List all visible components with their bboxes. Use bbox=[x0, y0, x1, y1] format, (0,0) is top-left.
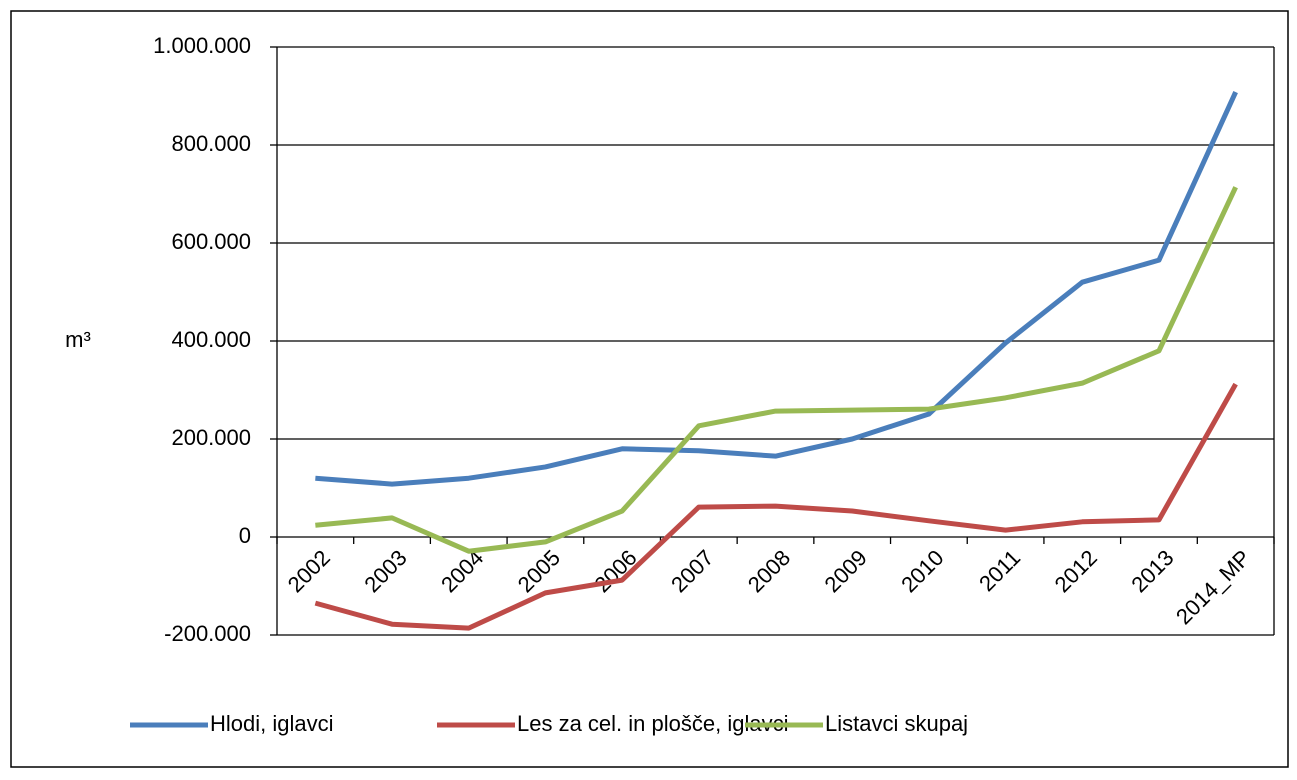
legend-label: Les za cel. in plošče, iglavci bbox=[517, 711, 788, 736]
y-tick-label: 400.000 bbox=[171, 327, 251, 352]
line-series bbox=[315, 91, 1238, 487]
line-series bbox=[314, 382, 1238, 631]
line-series bbox=[315, 186, 1238, 554]
y-tick-label: 800.000 bbox=[171, 131, 251, 156]
legend-label: Hlodi, iglavci bbox=[210, 711, 334, 736]
y-tick-label: -200.000 bbox=[164, 621, 251, 646]
y-tick-label: 1.000.000 bbox=[153, 33, 251, 58]
y-tick-label: 200.000 bbox=[171, 425, 251, 450]
legend-label: Listavci skupaj bbox=[825, 711, 968, 736]
y-tick-label: 0 bbox=[239, 523, 251, 548]
chart-border bbox=[10, 10, 1289, 768]
y-axis-label: m³ bbox=[65, 327, 91, 352]
y-tick-label: 600.000 bbox=[171, 229, 251, 254]
